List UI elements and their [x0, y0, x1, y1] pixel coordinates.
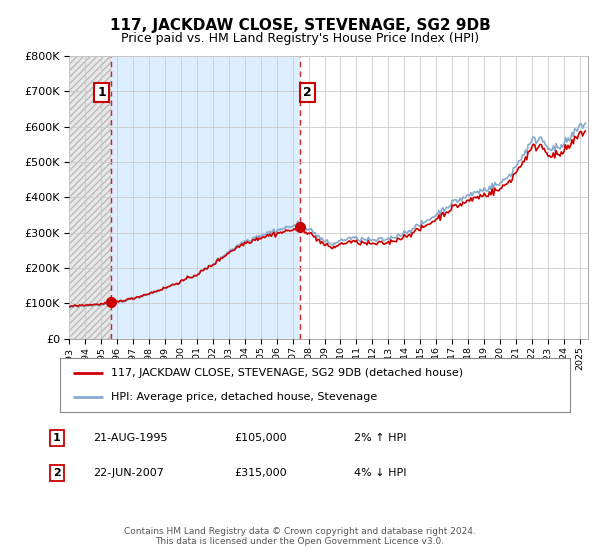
Text: 1: 1: [98, 86, 106, 99]
Text: 4% ↓ HPI: 4% ↓ HPI: [354, 468, 407, 478]
Bar: [69, 56, 111, 339]
Text: 1: 1: [53, 433, 61, 443]
Text: 117, JACKDAW CLOSE, STEVENAGE, SG2 9DB: 117, JACKDAW CLOSE, STEVENAGE, SG2 9DB: [110, 18, 490, 33]
Bar: [111, 56, 300, 339]
Text: 22-JUN-2007: 22-JUN-2007: [93, 468, 164, 478]
Bar: [69, 56, 111, 339]
Text: HPI: Average price, detached house, Stevenage: HPI: Average price, detached house, Stev…: [111, 391, 377, 402]
Text: 2: 2: [303, 86, 312, 99]
Text: Contains HM Land Registry data © Crown copyright and database right 2024.
This d: Contains HM Land Registry data © Crown c…: [124, 526, 476, 546]
Text: 2: 2: [53, 468, 61, 478]
Text: 21-AUG-1995: 21-AUG-1995: [93, 433, 167, 443]
Text: 117, JACKDAW CLOSE, STEVENAGE, SG2 9DB (detached house): 117, JACKDAW CLOSE, STEVENAGE, SG2 9DB (…: [111, 368, 463, 379]
Text: £105,000: £105,000: [234, 433, 287, 443]
Text: 2% ↑ HPI: 2% ↑ HPI: [354, 433, 407, 443]
Text: Price paid vs. HM Land Registry's House Price Index (HPI): Price paid vs. HM Land Registry's House …: [121, 32, 479, 45]
Text: £315,000: £315,000: [234, 468, 287, 478]
